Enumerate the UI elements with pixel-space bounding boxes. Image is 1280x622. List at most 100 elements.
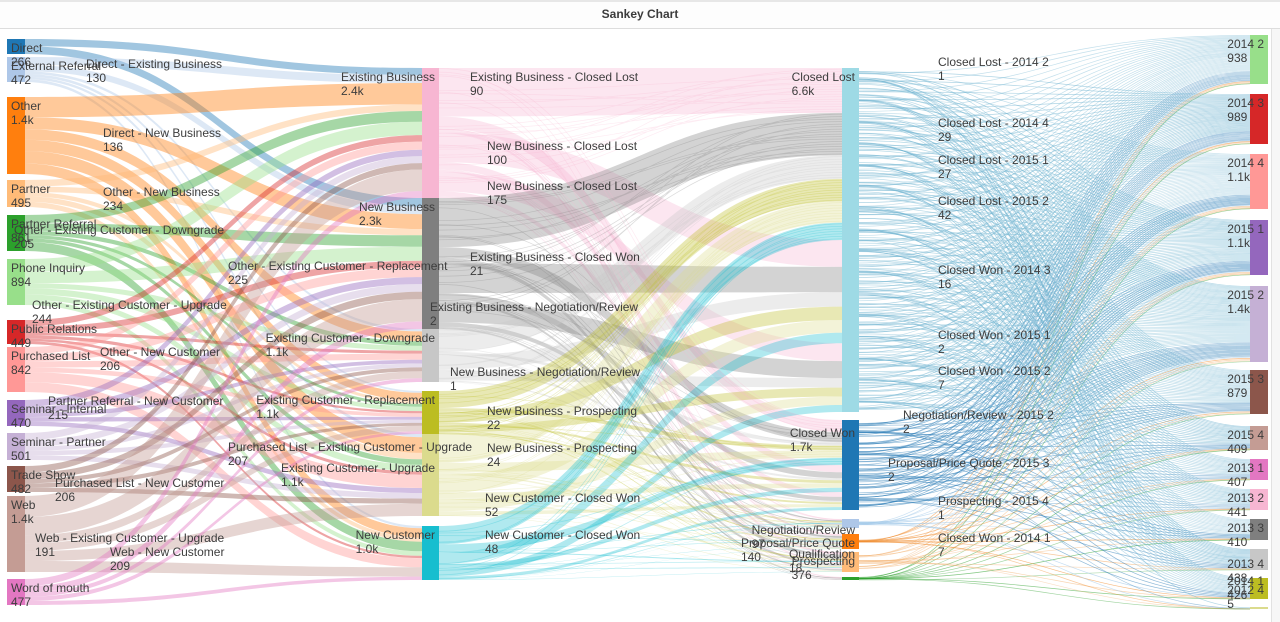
sankey-link[interactable]	[439, 172, 842, 362]
sankey-link[interactable]	[25, 141, 422, 355]
sankey-link[interactable]	[439, 515, 842, 572]
sankey-link[interactable]	[25, 371, 422, 544]
sankey-link[interactable]	[439, 299, 842, 544]
sankey-link[interactable]	[439, 293, 842, 479]
sankey-link[interactable]	[25, 163, 422, 473]
sankey-link[interactable]	[25, 169, 422, 518]
sankey-link[interactable]	[439, 259, 842, 559]
sankey-link[interactable]	[25, 111, 422, 224]
sankey-link[interactable]	[439, 370, 842, 545]
sankey-link[interactable]	[25, 299, 422, 556]
sankey-node-2012-4[interactable]	[1250, 607, 1268, 609]
sankey-link[interactable]	[439, 411, 842, 560]
sankey-link[interactable]	[25, 57, 422, 83]
sankey-link[interactable]	[439, 306, 842, 423]
sankey-link[interactable]	[439, 130, 842, 555]
sankey-link[interactable]	[439, 171, 842, 579]
sankey-node-2015-1[interactable]	[1250, 220, 1268, 275]
sankey-link[interactable]	[25, 321, 422, 593]
sankey-node-proposal-price-quote[interactable]	[842, 534, 859, 549]
sankey-link[interactable]	[439, 302, 842, 379]
sankey-link[interactable]	[25, 291, 422, 479]
sankey-link[interactable]	[25, 277, 422, 413]
sankey-link[interactable]	[439, 545, 842, 569]
sankey-link[interactable]	[25, 284, 422, 447]
sankey-link[interactable]	[439, 68, 842, 117]
sankey-node-2015-3[interactable]	[1250, 370, 1268, 414]
sankey-node-existing-customer-downgrade[interactable]	[422, 329, 439, 382]
sankey-node-trade-show[interactable]	[7, 466, 25, 492]
sankey-link[interactable]	[439, 473, 842, 561]
sankey-node-2013-1[interactable]	[1250, 459, 1268, 480]
sankey-node-2013-2[interactable]	[1250, 489, 1268, 510]
sankey-link[interactable]	[439, 507, 842, 580]
sankey-link[interactable]	[439, 381, 842, 571]
sankey-link[interactable]	[25, 246, 422, 284]
sankey-link[interactable]	[25, 382, 422, 568]
sankey-link[interactable]	[439, 292, 842, 370]
sankey-link[interactable]	[439, 326, 842, 528]
sankey-link[interactable]	[439, 371, 842, 567]
sankey-link[interactable]	[25, 46, 422, 207]
sankey-link[interactable]	[439, 567, 842, 570]
sankey-link[interactable]	[439, 112, 842, 248]
sankey-link[interactable]	[439, 552, 842, 562]
sankey-link[interactable]	[439, 328, 842, 580]
sankey-link[interactable]	[25, 235, 422, 407]
sankey-link[interactable]	[439, 128, 842, 521]
sankey-link[interactable]	[439, 191, 842, 497]
sankey-link[interactable]	[25, 455, 422, 499]
sankey-node-2014-1[interactable]	[1250, 578, 1268, 599]
sankey-node-2013-3[interactable]	[1250, 519, 1268, 540]
sankey-node-seminar-internal[interactable]	[7, 400, 25, 426]
sankey-link[interactable]	[439, 527, 842, 580]
sankey-link[interactable]	[439, 381, 842, 548]
sankey-node-external-referral[interactable]	[7, 57, 25, 82]
sankey-node-partner[interactable]	[7, 180, 25, 207]
sankey-link[interactable]	[439, 116, 842, 433]
sankey-link[interactable]	[439, 424, 842, 545]
sankey-node-existing-business[interactable]	[422, 68, 439, 198]
sankey-link[interactable]	[439, 433, 842, 528]
sankey-link[interactable]	[25, 421, 422, 494]
sankey-link[interactable]	[439, 354, 842, 539]
sankey-link[interactable]	[439, 196, 842, 547]
sankey-link[interactable]	[439, 571, 842, 580]
sankey-link[interactable]	[25, 425, 422, 551]
sankey-link[interactable]	[439, 247, 842, 443]
sankey-link[interactable]	[25, 372, 422, 488]
sankey-link[interactable]	[25, 186, 422, 236]
sankey-link[interactable]	[25, 431, 422, 601]
sankey-link[interactable]	[25, 196, 422, 460]
sankey-link[interactable]	[25, 335, 422, 414]
sankey-node-direct[interactable]	[7, 39, 25, 54]
sankey-node-phone-inquiry[interactable]	[7, 259, 25, 305]
sankey-node-prospecting[interactable]	[842, 577, 859, 580]
sankey-link[interactable]	[439, 425, 842, 567]
sankey-link[interactable]	[439, 450, 842, 473]
sankey-node-2014-2[interactable]	[1250, 35, 1268, 84]
sankey-link[interactable]	[439, 169, 842, 543]
sankey-link[interactable]	[439, 132, 842, 578]
sankey-link[interactable]	[439, 263, 842, 294]
sankey-link[interactable]	[439, 133, 842, 267]
sankey-link[interactable]	[439, 472, 842, 541]
sankey-link[interactable]	[439, 258, 842, 539]
sankey-link[interactable]	[439, 320, 842, 493]
sankey-link[interactable]	[439, 299, 842, 525]
sankey-link[interactable]	[25, 151, 422, 453]
sankey-link[interactable]	[439, 169, 842, 525]
sankey-link[interactable]	[25, 378, 422, 597]
sankey-link[interactable]	[439, 326, 842, 548]
sankey-link[interactable]	[25, 503, 422, 561]
sankey-link[interactable]	[25, 135, 422, 327]
sankey-link[interactable]	[439, 322, 842, 501]
sankey-link[interactable]	[439, 155, 842, 352]
sankey-link[interactable]	[439, 371, 842, 388]
sankey-link[interactable]	[25, 156, 422, 440]
sankey-link[interactable]	[439, 522, 842, 552]
sankey-node-partner-referral[interactable]	[7, 215, 25, 251]
sankey-node-closed-lost[interactable]	[842, 68, 859, 412]
sankey-link[interactable]	[439, 408, 842, 451]
sankey-link[interactable]	[25, 238, 422, 465]
